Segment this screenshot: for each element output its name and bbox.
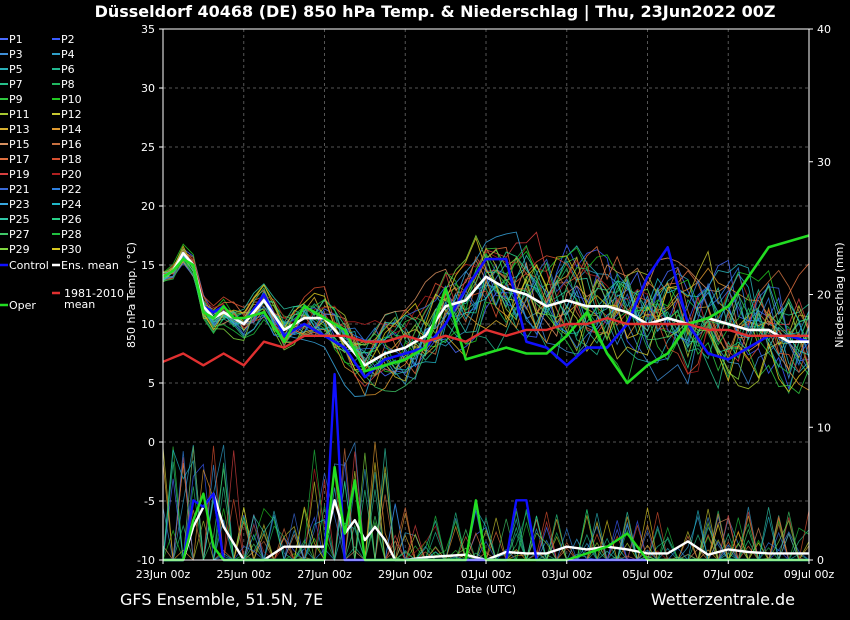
legend-entry: P20 bbox=[61, 168, 82, 181]
x-tick-label: 05Jul 00z bbox=[622, 568, 673, 581]
precip-line-control bbox=[163, 372, 809, 562]
legend-entry: P29 bbox=[9, 243, 30, 256]
legend-entry: P10 bbox=[61, 93, 82, 106]
legend-entry: P1 bbox=[9, 33, 23, 46]
legend-entry: Ens. mean bbox=[61, 259, 119, 272]
legend-entry: P25 bbox=[9, 213, 30, 226]
y-axis-label: 850 hPa Temp. (°C) bbox=[125, 242, 138, 348]
right-axis-ticks: 40 30 20 10 0 bbox=[809, 23, 831, 567]
member-line-p28 bbox=[162, 244, 810, 374]
footer-site: Wetterzentrale.de bbox=[651, 590, 795, 609]
legend-entry: P27 bbox=[9, 228, 30, 241]
y-tick-label: -5 bbox=[144, 495, 155, 508]
highlight-series bbox=[162, 234, 810, 385]
legend-entry: P28 bbox=[61, 228, 82, 241]
legend-entry-climatology: 1981-2010 bbox=[64, 287, 124, 300]
x-tick-label: 23Jun 00z bbox=[136, 568, 191, 581]
x-tick-label: 01Jul 00z bbox=[461, 568, 512, 581]
y-tick-label: 20 bbox=[141, 200, 155, 213]
legend-entry: P12 bbox=[61, 108, 82, 121]
legend-entry: P4 bbox=[61, 48, 75, 61]
x-tick-label: 25Jun 00z bbox=[217, 568, 272, 581]
x-axis-label: Date (UTC) bbox=[456, 583, 516, 596]
y-tick-label: 35 bbox=[141, 23, 155, 36]
legend-entry: P26 bbox=[61, 213, 82, 226]
y-tick-label: 25 bbox=[141, 141, 155, 154]
legend-entry: P16 bbox=[61, 138, 82, 151]
y-tick-label: 10 bbox=[141, 318, 155, 331]
member-line-p20 bbox=[162, 246, 810, 374]
x-tick-label: 07Jul 00z bbox=[703, 568, 754, 581]
member-line-p25 bbox=[162, 254, 810, 362]
y-tick-label: 15 bbox=[141, 259, 155, 272]
legend-entry: P5 bbox=[9, 63, 23, 76]
legend-entry: P9 bbox=[9, 93, 23, 106]
precip-line-oper bbox=[163, 465, 809, 562]
legend-entry: P3 bbox=[9, 48, 23, 61]
legend-entry: P30 bbox=[61, 243, 82, 256]
legend-entry: P22 bbox=[61, 183, 82, 196]
legend-entry: P8 bbox=[61, 78, 75, 91]
y-right-tick-label: 40 bbox=[817, 23, 831, 36]
member-line-p23 bbox=[162, 231, 810, 397]
legend-entry: P15 bbox=[9, 138, 30, 151]
y-axis-right-label: Niederschlag (mm) bbox=[833, 242, 846, 347]
y-right-tick-label: 20 bbox=[817, 289, 831, 302]
legend-entry: P21 bbox=[9, 183, 30, 196]
legend-entry: P6 bbox=[61, 63, 75, 76]
x-tick-label: 29Jun 00z bbox=[378, 568, 433, 581]
y-tick-label: 30 bbox=[141, 82, 155, 95]
legend-entry-climatology: mean bbox=[64, 298, 95, 311]
chart-title: Düsseldorf 40468 (DE) 850 hPa Temp. & Ni… bbox=[95, 2, 776, 22]
legend-entry: P7 bbox=[9, 78, 23, 91]
legend-entry: P24 bbox=[61, 198, 82, 211]
member-line-p16 bbox=[162, 251, 810, 376]
legend-entry: Control bbox=[9, 259, 49, 272]
x-tick-label: 03Jul 00z bbox=[541, 568, 592, 581]
y-tick-label: 0 bbox=[148, 436, 155, 449]
x-tick-label: 09Jul 00z bbox=[784, 568, 835, 581]
legend-entry: P19 bbox=[9, 168, 30, 181]
y-tick-label: -10 bbox=[137, 554, 155, 567]
legend: P1 P2 P3 P4 P5 P6 P7 P8 P9 P10 P11 P12 P13 P14 P15 P16 P… bbox=[0, 33, 124, 312]
footer-source: GFS Ensemble, 51.5N, 7E bbox=[120, 590, 323, 609]
y-right-tick-label: 30 bbox=[817, 156, 831, 169]
legend-entry: P23 bbox=[9, 198, 30, 211]
legend-entry: P18 bbox=[61, 153, 82, 166]
legend-entry: P2 bbox=[61, 33, 75, 46]
y-right-tick-label: 0 bbox=[817, 554, 824, 567]
legend-entry: P11 bbox=[9, 108, 30, 121]
legend-entry: P14 bbox=[61, 123, 82, 136]
series-line-1981-2010-mean bbox=[162, 316, 809, 367]
legend-entry: P17 bbox=[9, 153, 30, 166]
legend-entry: P13 bbox=[9, 123, 30, 136]
legend-entry: Oper bbox=[9, 299, 36, 312]
left-axis-ticks: 35 30 25 20 15 10 5 0 -5 -10 bbox=[137, 23, 163, 567]
x-axis-ticks: 23Jun 00z 25Jun 00z 27Jun 00z 29Jun 00z 01Ju… bbox=[136, 560, 835, 581]
y-right-tick-label: 10 bbox=[817, 421, 831, 434]
y-tick-label: 5 bbox=[148, 377, 155, 390]
x-tick-label: 27Jun 00z bbox=[297, 568, 352, 581]
